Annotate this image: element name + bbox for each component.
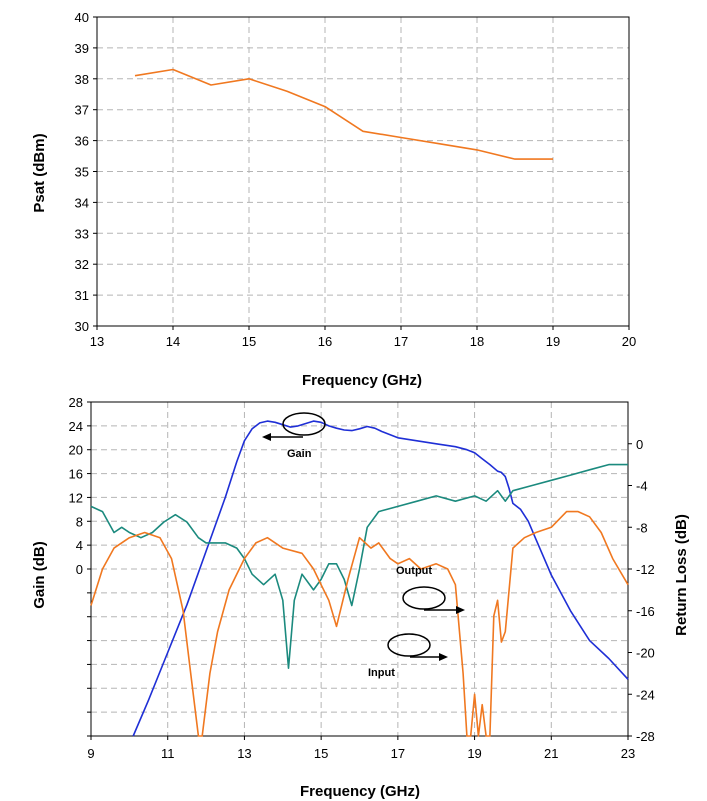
chart2-ylabel-left: Gain (dB)	[31, 541, 48, 609]
input-label: Input	[368, 667, 395, 679]
c2-right-tick-label: -4	[636, 479, 648, 494]
gain-ellipse	[282, 412, 326, 436]
c2-right-tick-label: -24	[636, 687, 655, 702]
c2-xtick-label: 13	[237, 746, 251, 761]
c2-right-tick-label: -20	[636, 646, 655, 661]
c2-left-tick-label: 24	[69, 419, 83, 434]
c2-right-tick-label: -28	[636, 729, 655, 744]
c1-ytick-label: 31	[75, 288, 89, 303]
c1-xtick-label: 13	[90, 334, 104, 349]
c2-xtick-label: 19	[467, 746, 481, 761]
c2-xtick-label: 17	[391, 746, 405, 761]
c1-ytick-label: 38	[75, 72, 89, 87]
c1-xtick-label: 14	[166, 334, 180, 349]
c1-psat-line	[134, 68, 553, 160]
c2-left-tick-label: 8	[76, 514, 83, 529]
chart1-ylabel: Psat (dBm)	[31, 133, 48, 212]
c2-xtick-label: 23	[621, 746, 635, 761]
c1-ytick-label: 35	[75, 165, 89, 180]
output-label: Output	[396, 565, 432, 577]
c2-xtick-label: 21	[544, 746, 558, 761]
c2-left-tick-label: 20	[69, 443, 83, 458]
input-annotation: Input	[368, 633, 448, 679]
c1-ytick-label: 32	[75, 257, 89, 272]
gain-annotation: Gain	[262, 412, 326, 460]
c1-xtick-label: 16	[318, 334, 332, 349]
c2-left-tick-label: 4	[76, 538, 83, 553]
input-ellipse	[387, 633, 431, 657]
c1-ytick-label: 33	[75, 226, 89, 241]
c1-xtick-label: 17	[394, 334, 408, 349]
c2-left-tick-label: 16	[69, 467, 83, 482]
gain-arrowhead	[262, 433, 271, 441]
c2-xtick-label: 15	[314, 746, 328, 761]
c2-plot-frame	[90, 401, 629, 737]
c2-gain-line	[132, 420, 629, 737]
chart2-ylabel-right: Return Loss (dB)	[673, 514, 690, 636]
input-arrowhead	[439, 653, 448, 661]
chart1-xlabel: Frequency (GHz)	[302, 372, 422, 389]
c1-xtick-label: 15	[242, 334, 256, 349]
c2-right-tick-label: -12	[636, 562, 655, 577]
c1-xtick-label: 19	[546, 334, 560, 349]
c2-right-tick-label: -16	[636, 604, 655, 619]
output-annotation: Output	[396, 565, 465, 614]
c2-right-tick-label: 0	[636, 437, 643, 452]
c1-plot-frame	[96, 16, 630, 327]
c1-ytick-label: 37	[75, 103, 89, 118]
c2-xtick-label: 9	[87, 746, 94, 761]
c1-ytick-label: 36	[75, 134, 89, 149]
c2-left-tick-label: 0	[76, 562, 83, 577]
c1-ytick-label: 30	[75, 319, 89, 334]
c1-xtick-label: 18	[470, 334, 484, 349]
c1-xtick-label: 20	[622, 334, 636, 349]
c2-input-line	[90, 510, 629, 737]
c1-ytick-label: 39	[75, 41, 89, 56]
output-ellipse	[402, 586, 446, 610]
c2-output-line	[90, 463, 628, 670]
psat-chart: 30 31 32 33 34 35 36 37 38 39 40 13 14 15 16 17 18 19 20	[75, 10, 637, 349]
c2-left-tick-label: 12	[69, 490, 83, 505]
chart2-xlabel: Frequency (GHz)	[300, 783, 420, 800]
c2-left-tick-label: 28	[69, 395, 83, 410]
c1-ytick-label: 40	[75, 10, 89, 25]
c2-xtick-label: 11	[161, 746, 175, 761]
gain-return-loss-chart: 0 4 8 12 16 20 24 28 0 -4 -8 -12 -16 -20 -24 -28 9 11 13 15…	[69, 395, 655, 761]
gain-label: Gain	[287, 448, 312, 460]
output-arrowhead	[456, 606, 465, 614]
c2-right-tick-label: -8	[636, 520, 648, 535]
c1-ytick-label: 34	[75, 195, 89, 210]
